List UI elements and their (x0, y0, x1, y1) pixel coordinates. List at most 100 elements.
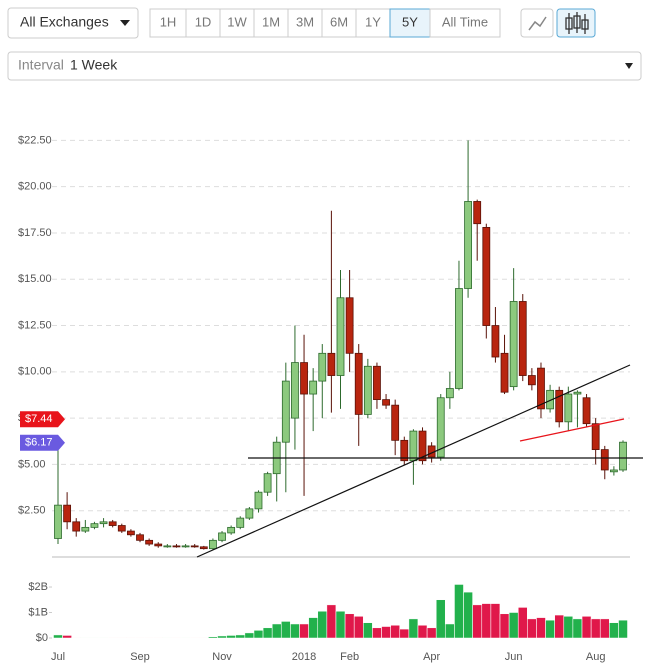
candle-body (582, 397, 591, 425)
button-bg[interactable] (253, 8, 289, 38)
candle-body (181, 545, 190, 548)
range-button[interactable]: 1M (253, 8, 289, 38)
volume-bar (527, 618, 537, 639)
button-label: 5Y (402, 14, 418, 29)
volume-bar (253, 630, 264, 639)
candle-body (245, 508, 254, 519)
volume-bar (499, 613, 510, 639)
y-tick-label: $22.50 (18, 134, 52, 146)
volume-bar (426, 627, 437, 639)
candle-body (309, 380, 318, 395)
button-label: 1W (227, 14, 247, 29)
volume-bar (107, 637, 118, 639)
range-button[interactable]: 3M (287, 8, 323, 38)
volume-bar (80, 637, 91, 639)
volume-bar (317, 610, 328, 639)
volume-bar (518, 607, 528, 639)
x-tick-label: Nov (212, 651, 232, 663)
y-tick-label: $20.00 (18, 181, 52, 193)
button-bg[interactable] (149, 8, 187, 38)
volume-bar (445, 623, 455, 639)
x-tick-label: Feb (340, 651, 359, 663)
candle-body (136, 534, 144, 541)
volume-bar (454, 584, 464, 639)
y-tick-label: $12.50 (18, 319, 52, 331)
x-tick-label: Jul (51, 651, 65, 663)
volume-bar (290, 623, 300, 639)
volume-bar (180, 637, 191, 639)
button-bg[interactable] (185, 8, 221, 38)
volume-bar (609, 622, 619, 639)
candle-body (218, 532, 226, 541)
candle-body (600, 449, 609, 471)
volume-bar (618, 619, 628, 639)
range-button[interactable]: 1W (219, 8, 255, 38)
interval-value: 1 Week (70, 57, 118, 73)
interval-select[interactable] (7, 51, 642, 81)
volume-bar (344, 613, 355, 639)
candle-body (54, 504, 62, 539)
volume-bar (581, 616, 592, 639)
volume-bar (199, 637, 209, 639)
button-bg[interactable] (321, 8, 357, 38)
candle-body (345, 297, 354, 354)
x-tick-label: Aug (586, 651, 606, 663)
volume-bar (335, 610, 346, 639)
price-tag-label: $6.17 (25, 437, 53, 449)
exchange-select[interactable] (7, 7, 139, 39)
price-tags: $7.44 $6.17 (20, 411, 65, 451)
candle-body (527, 375, 536, 386)
volume-bar (363, 622, 373, 639)
range-button[interactable]: All Time (429, 8, 501, 38)
candle-body (99, 521, 108, 525)
candle-body (90, 523, 99, 528)
volume-bar (171, 637, 182, 639)
x-tick-label: Jun (505, 651, 523, 663)
candle-body (573, 391, 582, 395)
candle-body (409, 430, 418, 462)
volume-bar (590, 618, 601, 639)
candle-body (127, 530, 135, 536)
candle-body (509, 301, 518, 388)
candle-body (546, 389, 554, 410)
volume-bar (563, 616, 574, 639)
volume-bar (554, 614, 564, 639)
candle-body (209, 539, 217, 550)
volume-bar (71, 637, 81, 639)
candle-body (482, 226, 491, 326)
volume-bar (89, 637, 100, 639)
volume-bar (162, 637, 173, 639)
volume-bar (217, 635, 227, 639)
range-button[interactable]: 5Y (389, 8, 431, 38)
button-bg[interactable] (219, 8, 255, 38)
candle-body (518, 301, 527, 376)
candle-chart-button[interactable] (556, 8, 596, 38)
volume-bar (399, 628, 410, 639)
candle-body (418, 430, 427, 462)
candle-body (373, 365, 381, 401)
range-button[interactable]: 6M (321, 8, 357, 38)
button-label: All Time (442, 14, 488, 29)
trendline (196, 364, 631, 558)
volume-bar (271, 623, 282, 639)
volume-bar (135, 637, 145, 639)
range-button[interactable]: 1H (149, 8, 187, 38)
range-button[interactable]: 1Y (355, 8, 391, 38)
candle-body (609, 469, 618, 473)
range-button[interactable]: 1D (185, 8, 221, 38)
candle-icon (565, 12, 589, 34)
candle-body (199, 546, 208, 550)
x-tick-label: Apr (423, 651, 440, 663)
volume-bar (372, 627, 382, 639)
candle-body (254, 491, 263, 510)
volume-bar (481, 603, 492, 639)
candle-body (227, 526, 236, 534)
candle-body (491, 325, 500, 358)
candle-body (318, 352, 327, 382)
y-tick-label: $10.00 (18, 366, 52, 378)
interval-label: Interval (18, 57, 64, 73)
button-bg[interactable] (429, 8, 501, 38)
volume-bar (53, 634, 63, 639)
range-buttons: 1H 1D 1W 1M 3M 6M 1Y 5Y All Time (149, 8, 501, 38)
trendline (519, 418, 625, 442)
